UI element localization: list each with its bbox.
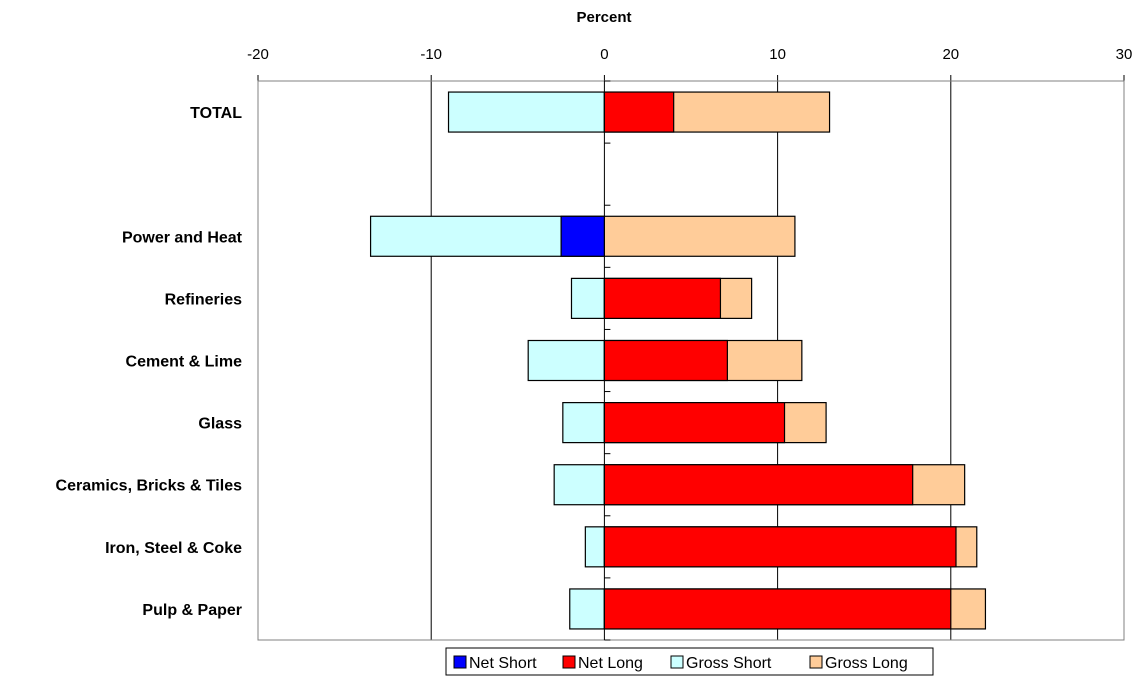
category-labels: TOTAL Power and Heat Refineries Cement & Li… [56, 105, 243, 619]
category-label: TOTAL [190, 105, 242, 122]
bars [369, 91, 987, 630]
bar-gross-long [603, 215, 796, 257]
legend-swatch [562, 655, 576, 669]
bar-net-long [603, 402, 786, 444]
bar-gross-short [447, 91, 605, 133]
bar-net-long [603, 588, 952, 630]
bar-net-long [603, 277, 722, 319]
category-label: Refineries [165, 291, 242, 308]
bar-gross-short [553, 464, 605, 506]
x-axis-title: Percent [576, 9, 631, 26]
category-label: Power and Heat [122, 229, 243, 246]
bar-net-long [603, 464, 914, 506]
legend-swatch [670, 655, 684, 669]
legend-label: Gross Long [825, 655, 908, 672]
x-tick-label: 10 [769, 46, 786, 63]
legend-label: Net Long [578, 655, 643, 672]
bar-gross-short [584, 526, 606, 568]
x-tick-label: -20 [247, 46, 269, 63]
category-label: Ceramics, Bricks & Tiles [56, 478, 243, 495]
legend-swatch [809, 655, 823, 669]
zero-axis [603, 80, 611, 641]
legend-swatch [453, 655, 467, 669]
category-label: Pulp & Paper [142, 602, 242, 619]
bar-gross-short [570, 277, 606, 319]
bar-net-long [603, 339, 728, 382]
bar-net-short [560, 215, 605, 257]
bar-net-long [603, 526, 957, 568]
legend-label: Gross Short [686, 655, 772, 672]
plot-area-border [257, 80, 1125, 641]
x-tick-labels: -20 -10 0 10 20 30 [247, 46, 1132, 63]
bar-net-long [603, 91, 675, 133]
legend: Net Short Net Long Gross Short Gross Long [445, 647, 934, 676]
x-tick-label: 0 [600, 46, 608, 63]
x-tick-label: -10 [420, 46, 442, 63]
x-tick-label: 30 [1116, 46, 1133, 63]
x-tick-label: 20 [942, 46, 959, 63]
legend-box [445, 647, 934, 676]
category-label: Glass [198, 416, 242, 433]
category-label: Cement & Lime [126, 354, 243, 371]
legend-label: Net Short [469, 655, 537, 672]
bar-gross-short [527, 339, 606, 382]
bar-gross-short [562, 402, 605, 444]
bar-gross-short [569, 588, 606, 630]
category-label: Iron, Steel & Coke [105, 540, 242, 557]
